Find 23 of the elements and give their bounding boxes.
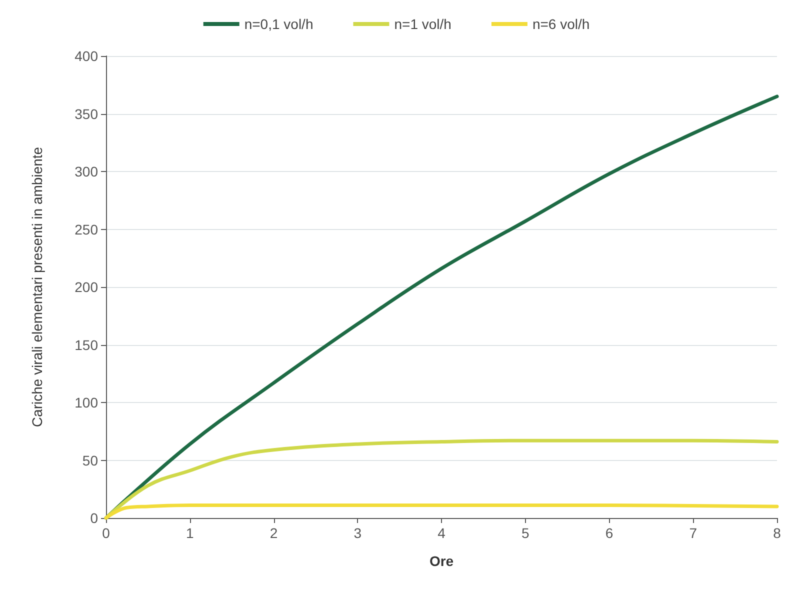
y-tick-label: 100 <box>74 394 98 410</box>
y-tick-label: 200 <box>74 279 98 295</box>
x-tick-label: 1 <box>186 525 194 541</box>
x-tick-label: 7 <box>689 525 698 541</box>
x-tick-label: 5 <box>521 525 530 541</box>
x-tick-label: 4 <box>438 525 446 541</box>
y-tick-label: 50 <box>82 452 98 468</box>
legend-label: n=0,1 vol/h <box>244 16 314 32</box>
x-tick-label: 6 <box>605 525 614 541</box>
y-tick-label: 350 <box>74 106 98 122</box>
legend-label: n=6 vol/h <box>532 16 590 32</box>
legend-label: n=1 vol/h <box>394 16 452 32</box>
x-tick-label: 2 <box>270 525 278 541</box>
y-tick-label: 0 <box>90 510 98 526</box>
y-axis-title: Cariche virali elementari presenti in ambiente <box>29 146 45 428</box>
y-tick-label: 150 <box>74 336 98 353</box>
y-tick-label: 300 <box>74 164 98 180</box>
x-tick-label: 8 <box>773 525 782 541</box>
x-axis-title: Ore <box>429 553 454 569</box>
x-tick-label: 3 <box>354 525 362 541</box>
x-tick-label: 0 <box>102 525 110 541</box>
y-tick-label: 400 <box>74 48 98 64</box>
y-tick-label: 250 <box>74 221 98 238</box>
